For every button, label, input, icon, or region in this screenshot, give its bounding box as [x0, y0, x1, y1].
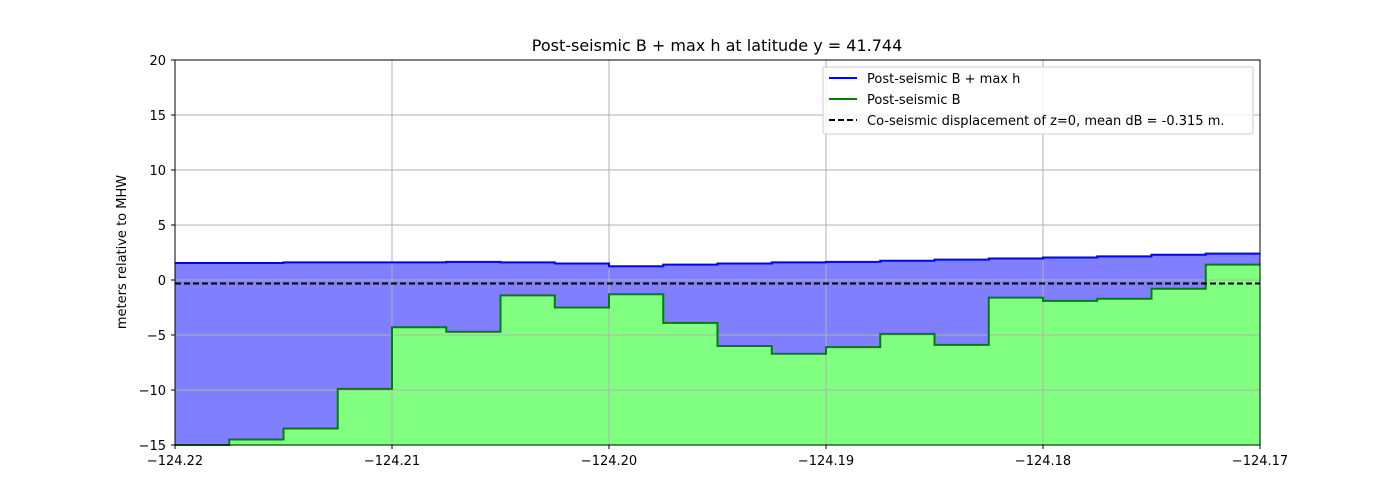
- chart-title: Post-seismic B + max h at latitude y = 4…: [532, 36, 903, 55]
- plot-frame: [174, 59, 1261, 446]
- legend-label-post-seismic-b-max-h: Post-seismic B + max h: [867, 72, 1020, 87]
- y-tick-label: −10: [139, 384, 166, 399]
- legend: Post-seismic B + max h Post-seismic B Co…: [822, 66, 1254, 135]
- legend-box: [822, 66, 1254, 135]
- y-tick-label: 10: [149, 164, 166, 179]
- y-tick-label: −15: [139, 439, 166, 454]
- y-tick-label: −5: [147, 329, 166, 344]
- x-tick-label: −124.20: [581, 454, 637, 469]
- x-tick-label: −124.19: [798, 454, 854, 469]
- y-tick-label: 5: [158, 219, 166, 234]
- y-axis-label: meters relative to MHW: [115, 175, 130, 329]
- y-tick-label: 15: [149, 109, 166, 124]
- x-tick-label: −124.22: [147, 454, 203, 469]
- x-tick-label: −124.21: [364, 454, 420, 469]
- series-line-post-seismic-b-max-h: [175, 252, 1260, 268]
- legend-label-co-seismic: Co-seismic displacement of z=0, mean dB …: [867, 114, 1225, 129]
- y-tick-label: 0: [158, 274, 166, 289]
- series-line-post-seismic-b: [175, 263, 1260, 446]
- x-tick-label: −124.18: [1015, 454, 1071, 469]
- legend-label-post-seismic-b: Post-seismic B: [867, 93, 961, 108]
- y-tick-label: 20: [149, 54, 166, 69]
- x-tick-label: −124.17: [1232, 454, 1288, 469]
